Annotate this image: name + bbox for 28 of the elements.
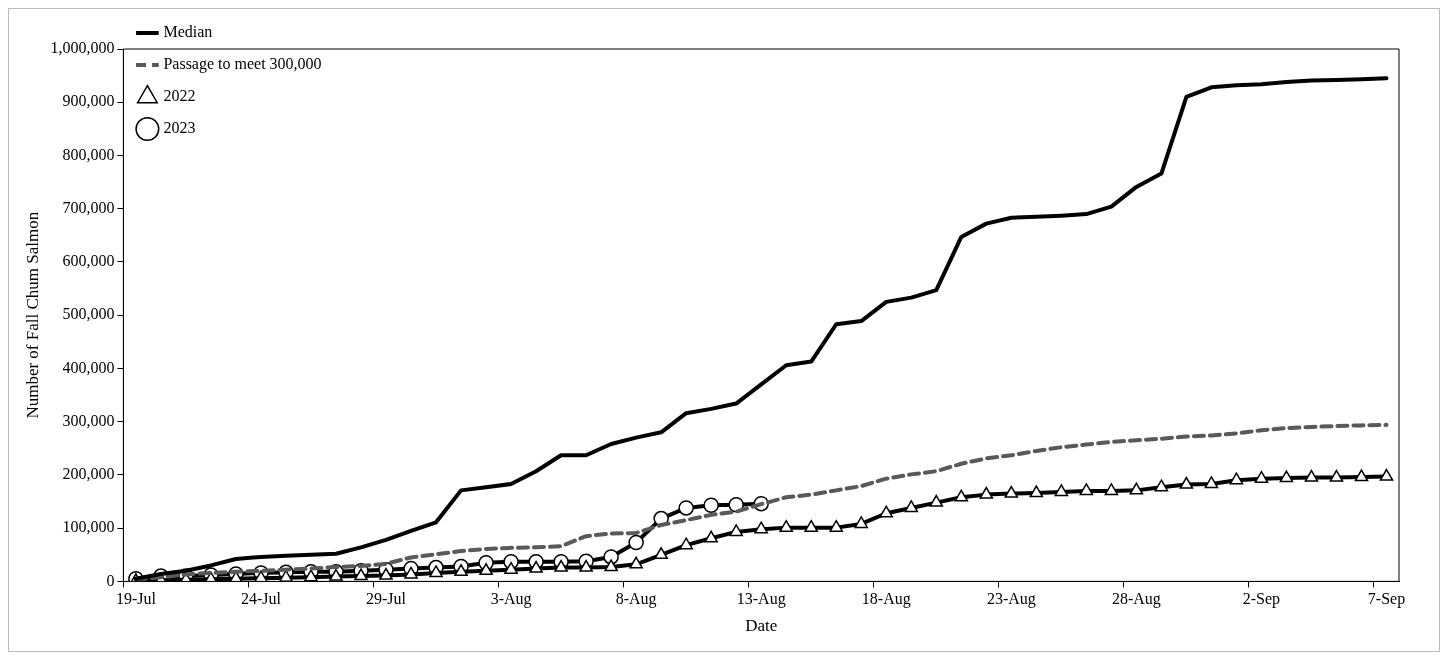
x-tick-label: 13-Aug [736,590,786,609]
y-tick-label: 200,000 [62,465,115,483]
x-tick-label: 7-Sep [1367,590,1406,609]
legend-label: Median [163,23,213,41]
legend-label: 2023 [163,119,196,137]
x-tick-label: 28-Aug [1111,590,1161,609]
x-tick-label: 19-Jul [115,590,157,608]
x-tick-label: 24-Jul [240,590,282,608]
y-axis-title: Number of Fall Chum Salmon [22,211,42,419]
legend-label: Passage to meet 300,000 [163,55,322,74]
x-tick-label: 8-Aug [615,590,657,609]
y-tick-label: 1,000,000 [50,39,115,57]
x-axis-title: Date [745,616,778,636]
y-tick-label: 900,000 [62,92,115,110]
y-tick-label: 600,000 [62,252,115,270]
x-tick-label: 18-Aug [861,590,911,609]
x-tick-label: 3-Aug [490,590,532,609]
y-tick-label: 500,000 [62,305,115,323]
y-tick-label: 800,000 [62,145,115,163]
y-tick-label: 0 [106,571,115,589]
y-tick-label: 400,000 [62,358,115,376]
x-tick-label: 23-Aug [986,590,1036,609]
legend-label: 2022 [163,87,196,105]
y-tick-label: 300,000 [62,411,115,429]
x-tick-label: 2-Sep [1242,590,1281,609]
y-tick-label: 700,000 [62,198,115,216]
x-tick-label: 29-Jul [366,590,407,608]
y-tick-label: 100,000 [62,518,115,536]
